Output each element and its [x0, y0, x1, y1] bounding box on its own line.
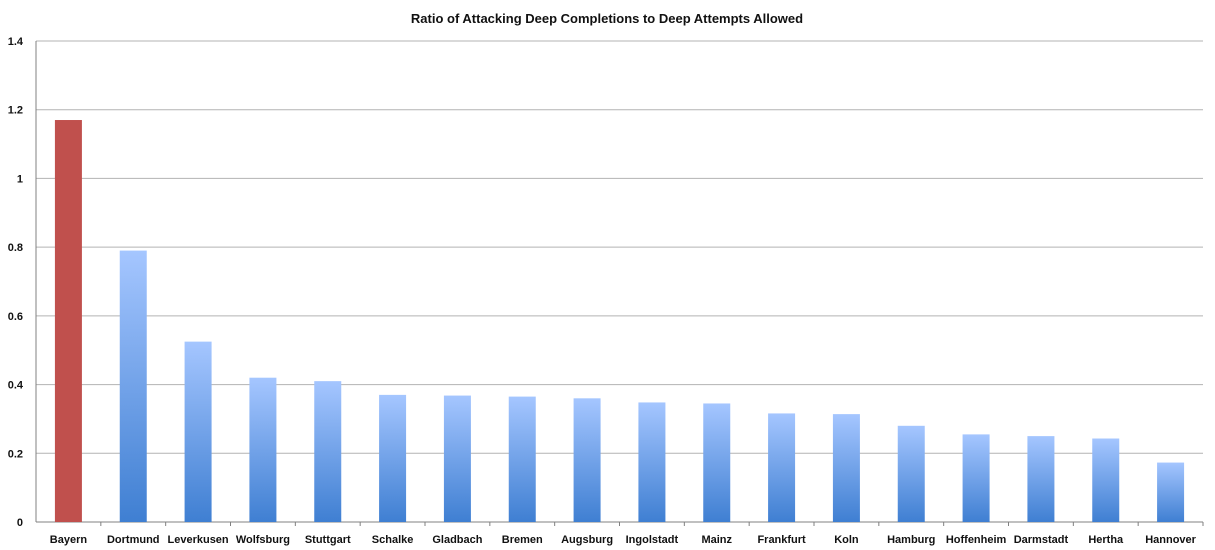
chart-title: Ratio of Attacking Deep Completions to D…	[411, 11, 803, 26]
bar-frankfurt	[768, 413, 796, 522]
bar-stuttgart	[314, 381, 342, 522]
bar-koln	[832, 414, 860, 522]
category-label: Schalke	[372, 534, 414, 546]
category-label: Mainz	[701, 534, 732, 546]
bar-mainz	[703, 403, 731, 522]
category-label: Ingolstadt	[626, 534, 679, 546]
category-label: Hertha	[1088, 534, 1124, 546]
category-label: Augsburg	[561, 534, 613, 546]
bar-dortmund	[119, 250, 147, 523]
category-label: Dortmund	[107, 534, 160, 546]
bar-hertha	[1092, 438, 1120, 522]
bar-bremen	[508, 396, 536, 522]
bar-darmstadt	[1027, 436, 1055, 522]
category-label: Frankfurt	[757, 534, 806, 546]
x-axis-category-labels: Bayern Dortmund Leverkusen Wolfsburg Stuttga…	[50, 534, 1197, 546]
category-label: Koln	[834, 534, 859, 546]
bars	[54, 120, 1185, 523]
y-axis-tick-labels: 0 0.2 0.4 0.6 0.8 1 1.2 1.4	[8, 36, 24, 529]
y-tick-label: 0.4	[8, 380, 24, 392]
y-tick-label: 0.6	[8, 311, 23, 323]
bar-bayern	[54, 120, 82, 523]
bar-hoffenheim	[962, 434, 990, 522]
bar-augsburg	[573, 398, 601, 522]
bar-wolfsburg	[249, 377, 277, 522]
category-label: Wolfsburg	[236, 534, 290, 546]
y-tick-label: 0	[17, 517, 23, 529]
category-label: Leverkusen	[168, 534, 229, 546]
y-tick-label: 0.8	[8, 242, 23, 254]
bar-leverkusen	[184, 341, 212, 522]
category-label: Hannover	[1145, 534, 1196, 546]
bar-hannover	[1157, 462, 1185, 522]
y-tick-label: 1.2	[8, 105, 23, 117]
category-label: Hamburg	[887, 534, 935, 546]
bar-ingolstadt	[638, 402, 666, 522]
gridlines	[35, 40, 1204, 526]
y-tick-label: 1.4	[8, 36, 24, 48]
bar-schalke	[379, 394, 407, 522]
category-label: Hoffenheim	[946, 534, 1007, 546]
bar-hamburg	[897, 425, 925, 522]
y-tick-label: 0.2	[8, 448, 23, 460]
category-label: Gladbach	[432, 534, 482, 546]
category-label: Stuttgart	[305, 534, 351, 546]
y-tick-label: 1	[17, 173, 23, 185]
bar-gladbach	[443, 395, 471, 522]
category-label: Bayern	[50, 534, 88, 546]
category-label: Bremen	[502, 534, 543, 546]
category-label: Darmstadt	[1014, 534, 1069, 546]
